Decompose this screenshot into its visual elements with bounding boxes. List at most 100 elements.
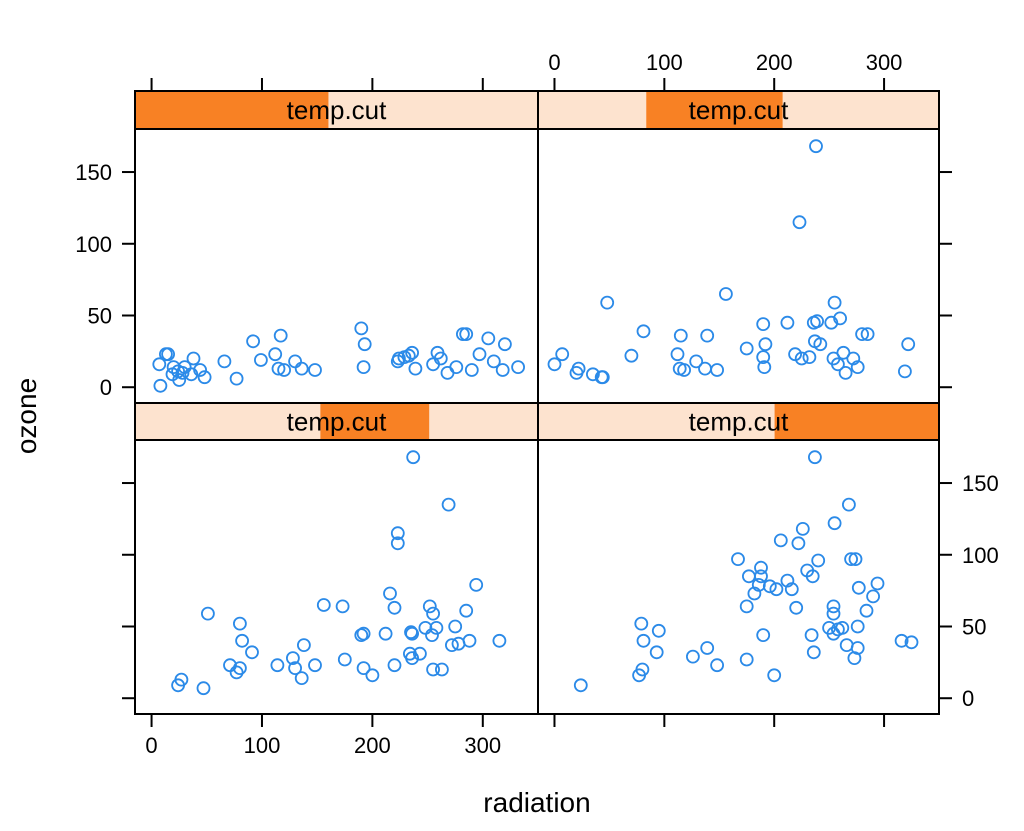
data-point [838,365,853,380]
data-point [235,633,250,648]
data-point [294,361,309,376]
data-point [422,599,437,614]
data-point [196,681,211,696]
data-point [426,662,441,677]
data-point [827,295,842,310]
strip-level-indicator [646,91,783,129]
data-point [710,363,724,377]
data-point [511,360,525,375]
data-point [412,646,427,661]
data-point [859,603,874,618]
data-point [677,363,691,377]
data-point [277,363,292,377]
data-point [270,658,285,673]
strip-level-indicator [135,91,329,129]
y-tick-label: 50 [962,614,986,639]
data-point [448,619,463,634]
y-tick-label: 50 [88,303,112,328]
panels-layer: temp.cut temp.cut temp.cut temp.cut [134,90,940,715]
data-point [200,606,215,621]
data-point [464,363,479,377]
data-point [449,360,464,375]
data-point [700,641,715,655]
data-point [826,599,841,614]
panel-top-left: temp.cut [134,90,539,404]
data-point [827,516,842,531]
data-point [808,450,822,465]
data-point [429,621,444,635]
data-point [836,345,851,360]
data-point [153,378,168,393]
x-tick-label: 0 [145,733,157,758]
data-point [756,317,771,332]
y-tick-label: 150 [962,471,999,496]
data-point [444,638,459,652]
data-point [855,327,869,342]
data-point [833,311,847,326]
data-point [850,360,865,375]
data-point [634,616,649,631]
data-point [229,665,244,680]
data-point [831,357,845,372]
data-point [288,661,303,675]
data-point [271,361,286,376]
data-point [806,645,821,660]
x-tick-label: 300 [866,50,903,75]
data-point [354,321,369,336]
data-point [731,552,745,566]
data-point [780,315,795,330]
data-point [670,347,685,362]
data-point [232,661,247,675]
data-point [813,337,828,352]
data-point [161,347,176,362]
data-point [794,351,809,366]
data-point [405,651,420,665]
x-tick-label: 100 [244,733,281,758]
data-point [767,668,782,683]
y-axis-title: ozone [11,378,42,454]
data-point [649,645,664,660]
data-point [762,579,777,594]
data-point [894,633,909,648]
data-point [636,324,651,339]
data-point [851,580,866,595]
data-point [635,662,650,677]
data-point [756,350,771,365]
data-point [769,582,784,597]
data-point [294,671,309,685]
data-point [440,365,455,380]
data-point [739,652,754,667]
panel-frame [537,128,940,404]
data-point [547,357,562,372]
data-point [756,628,771,642]
data-point [791,536,806,551]
data-point [860,327,875,342]
data-point [441,497,456,512]
data-point [555,347,570,362]
data-point [624,348,639,363]
data-point [425,628,439,642]
data-point [842,497,856,512]
data-point [405,626,420,641]
data-point [850,619,865,634]
panel-frame [134,128,539,404]
data-point [459,603,474,618]
data-point [316,598,331,612]
data-point [870,576,885,591]
data-point [586,367,600,382]
data-point [426,606,441,621]
strip-level-indicator [774,403,939,440]
data-point [152,357,167,372]
y-tick-label: 0 [100,375,112,400]
data-point [335,599,350,614]
data-point [433,351,448,366]
axes-layer: 0 100 200 300 0 100 200 300 0 50 100 150 0 50 100 150 [75,50,998,758]
data-point [434,662,449,677]
data-point [901,337,916,352]
data-point [651,623,666,638]
data-point [268,347,283,362]
strip-label: temp.cut [689,407,789,437]
data-point [710,658,724,673]
data-point [481,331,496,346]
